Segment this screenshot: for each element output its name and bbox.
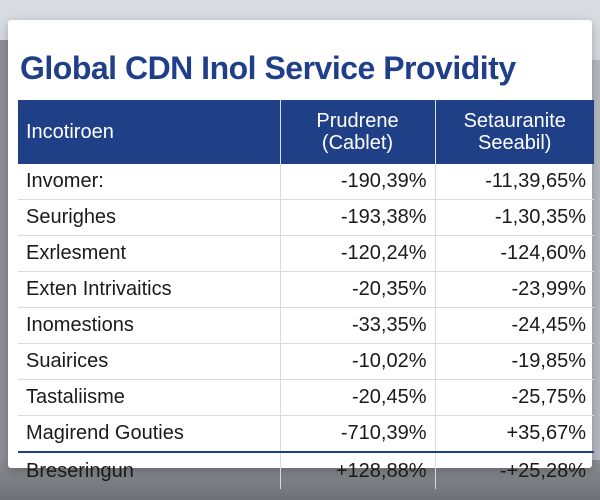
header-col3: Setauranite Seeabil) [435,100,594,164]
row-value-col3: -25,75% [435,379,594,416]
table-header: Incotiroen Prudrene (Cablet) Setauranite… [18,100,594,164]
row-label: Magirend Gouties [18,415,281,453]
page-title: Global CDN Inol Service Providity [20,50,516,86]
data-table: Incotiroen Prudrene (Cablet) Setauranite… [18,100,594,489]
total-label: Breseringun [18,451,281,489]
table-row: Suairices -10,02% -19,85% [18,343,594,380]
table-row: Inomestions -33,35% -24,45% [18,307,594,344]
row-value-col3: -1,30,35% [435,199,594,236]
row-value-col3: -124,60% [435,235,594,272]
row-label: Inomestions [18,307,281,344]
row-label: Invomer: [18,164,281,200]
total-row: Breseringun +128,88% -+25,28% [18,451,594,489]
row-value-col2: -10,02% [280,343,436,380]
row-value-col3: -24,45% [435,307,594,344]
total-value-col2: +128,88% [280,451,436,489]
row-label: Suairices [18,343,281,380]
table-row: Tastaliisme -20,45% -25,75% [18,379,594,416]
row-value-col2: -710,39% [280,415,436,453]
row-value-col2: -20,35% [280,271,436,308]
total-value-col3: -+25,28% [435,451,594,489]
row-value-col2: -120,24% [280,235,436,272]
row-label: Seurighes [18,199,281,236]
header-col3-line2: Seeabil) [478,132,552,154]
row-value-col3: +35,67% [435,415,594,453]
row-value-col2: -193,38% [280,199,436,236]
background-right-panel [590,60,600,460]
header-col2-line1: Prudrene [316,110,399,132]
row-value-col3: -23,99% [435,271,594,308]
row-value-col2: -20,45% [280,379,436,416]
row-value-col3: -11,39,65% [435,164,594,200]
table-body: Invomer: -190,39% -11,39,65% Seurighes -… [18,164,594,489]
table-row: Exrlesment -120,24% -124,60% [18,235,594,272]
header-col2-line2: (Cablet) [321,132,394,154]
row-value-col2: -190,39% [280,164,436,200]
table-row: Seurighes -193,38% -1,30,35% [18,199,594,236]
row-value-col2: -33,35% [280,307,436,344]
header-col3-line1: Setauranite [463,110,566,132]
table-card: Global CDN Inol Service Providity Incoti… [8,20,594,489]
row-value-col3: -19,85% [435,343,594,380]
row-label: Exten Intrivaitics [18,271,281,308]
row-label: Tastaliisme [18,379,281,416]
header-col1: Incotiroen [18,100,281,164]
table-row: Exten Intrivaitics -20,35% -23,99% [18,271,594,308]
header-col2: Prudrene (Cablet) [280,100,436,164]
table-row: Magirend Gouties -710,39% +35,67% [18,415,594,453]
row-label: Exrlesment [18,235,281,272]
header-row: Incotiroen Prudrene (Cablet) Setauranite… [18,100,594,164]
table-row: Invomer: -190,39% -11,39,65% [18,164,594,200]
